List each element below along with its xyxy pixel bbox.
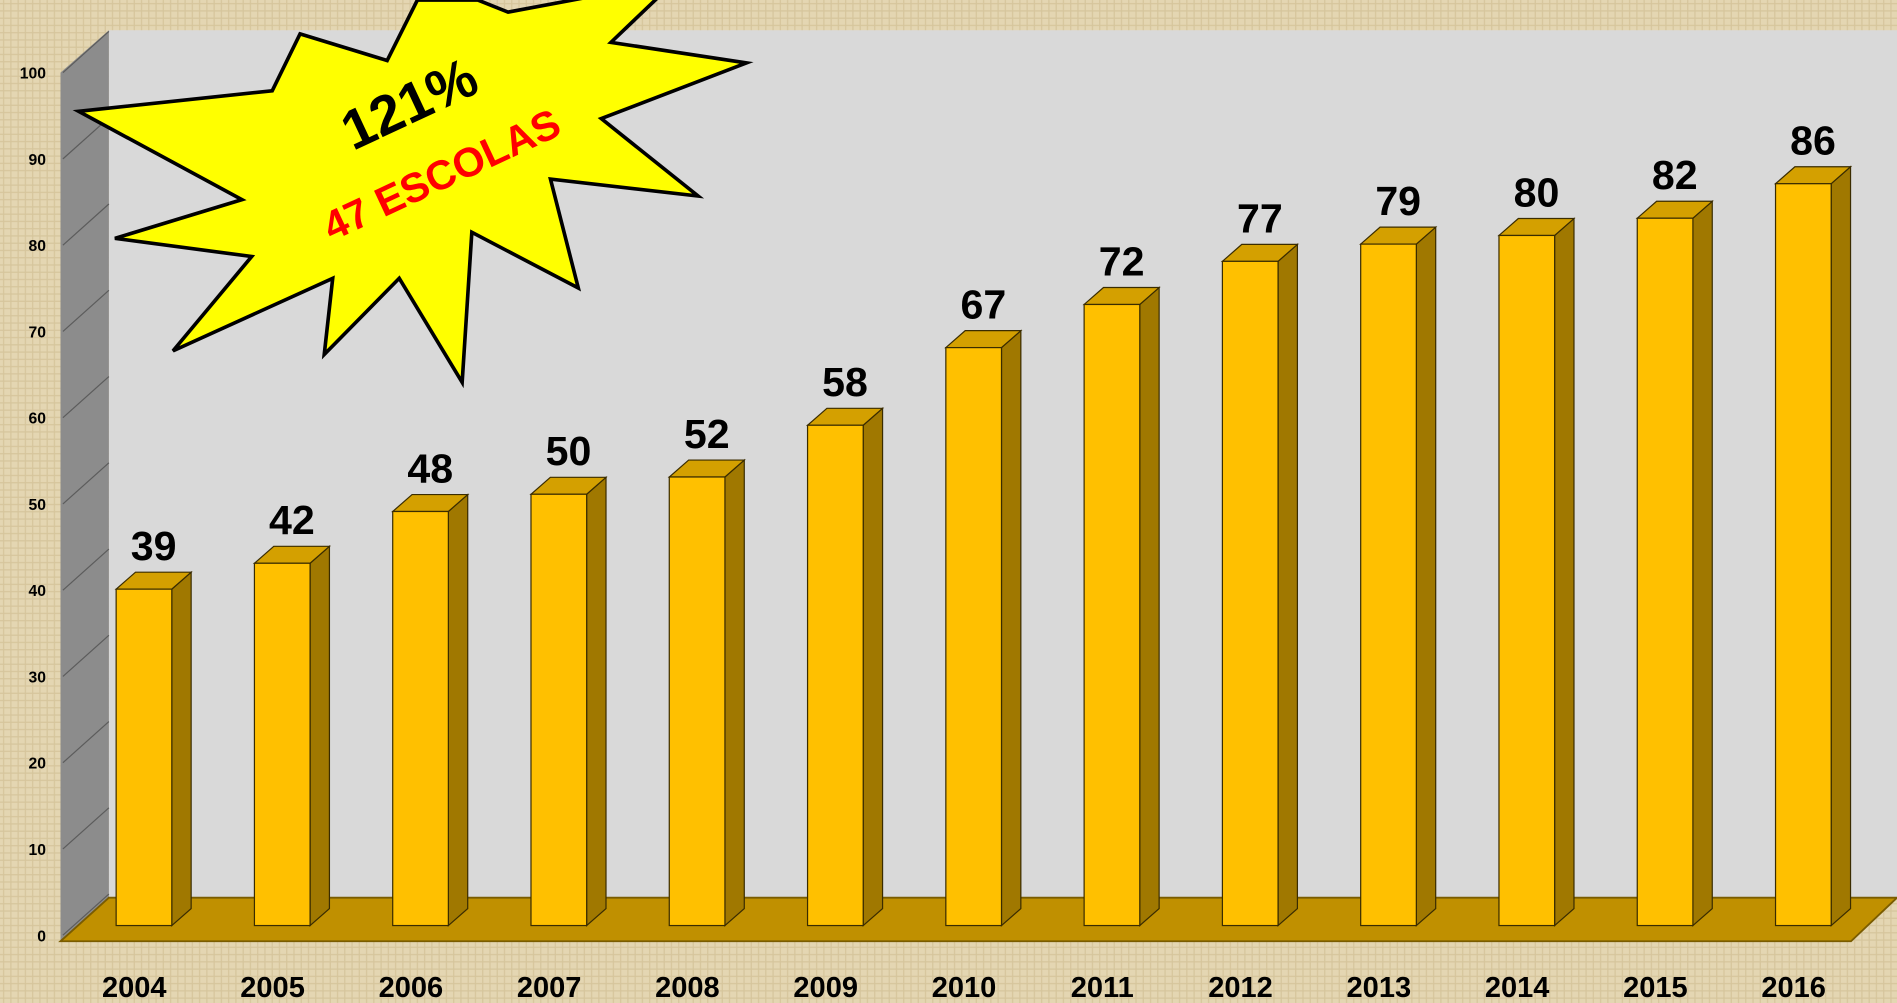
x-tick-label: 2016 [1761, 972, 1826, 1003]
bar [392, 510, 449, 927]
x-tick-label: 2008 [655, 972, 720, 1003]
x-tick-label: 2012 [1208, 972, 1273, 1003]
y-tick-label: 100 [20, 66, 46, 83]
grid-line [62, 721, 110, 764]
grid-line [62, 203, 110, 246]
value-label: 42 [269, 497, 315, 543]
bar-side [171, 570, 192, 927]
y-tick-label: 70 [28, 324, 46, 341]
value-label: 79 [1375, 178, 1421, 224]
x-tick-label: 2013 [1347, 972, 1412, 1003]
x-tick-label: 2007 [517, 972, 582, 1003]
bar [806, 424, 864, 927]
bar-side [1277, 243, 1299, 927]
y-tick-label: 40 [28, 583, 46, 600]
grid-line [62, 289, 110, 332]
bar [1774, 183, 1832, 927]
value-label: 86 [1790, 118, 1836, 164]
bar-side [724, 458, 745, 927]
y-tick-label: 0 [37, 928, 46, 945]
value-label: 48 [407, 445, 453, 491]
bar-side [1554, 217, 1575, 927]
bar [530, 493, 588, 927]
grid-line [62, 807, 110, 850]
y-tick-label: 50 [28, 497, 46, 514]
bar-side [1139, 286, 1160, 927]
x-tick-label: 2014 [1485, 972, 1550, 1003]
value-label: 67 [960, 282, 1006, 328]
grid-line [62, 634, 110, 677]
x-tick-label: 2006 [379, 972, 444, 1003]
side-wall [60, 30, 109, 942]
bar-side [447, 493, 469, 927]
grid-line [62, 548, 110, 591]
bar-side [862, 406, 884, 927]
y-tick-label: 80 [28, 238, 46, 255]
bar [253, 562, 311, 927]
bar [1221, 260, 1279, 927]
y-tick-label: 10 [28, 842, 46, 859]
value-label: 82 [1652, 152, 1698, 198]
starburst: 121% 47 ESCOLAS [72, 0, 754, 389]
bar [945, 346, 1003, 927]
y-tick-label: 60 [28, 411, 46, 428]
x-tick-label: 2004 [102, 972, 167, 1003]
y-tick-label: 30 [28, 669, 46, 686]
bar-side [586, 475, 607, 927]
value-label: 80 [1514, 169, 1560, 215]
x-tick-label: 2011 [1071, 972, 1134, 1003]
y-tick-label: 20 [28, 756, 46, 773]
bar [668, 476, 726, 927]
value-label: 77 [1237, 195, 1283, 241]
bar [115, 588, 173, 927]
value-label: 72 [1099, 238, 1145, 284]
bar [1083, 303, 1141, 927]
bar-side [309, 544, 331, 927]
value-label: 39 [131, 523, 177, 569]
value-label: 58 [822, 359, 868, 405]
bar-side [1830, 165, 1852, 927]
y-tick-label: 90 [28, 152, 46, 169]
bar [1498, 234, 1556, 927]
bar-side [1000, 329, 1022, 927]
grid-line [62, 462, 110, 505]
x-tick-label: 2009 [793, 972, 858, 1003]
bar [1636, 217, 1694, 927]
grid-line [62, 31, 110, 74]
x-tick-label: 2015 [1623, 972, 1688, 1003]
value-label: 52 [684, 411, 730, 457]
bar [1360, 243, 1417, 927]
bar-side [1415, 225, 1437, 927]
star-shape [72, 0, 754, 389]
grid-line [62, 893, 110, 936]
bar-side [1692, 199, 1713, 927]
grid-line [62, 376, 110, 419]
x-tick-label: 2005 [240, 972, 305, 1003]
value-label: 50 [546, 428, 592, 474]
x-tick-label: 2010 [932, 972, 997, 1003]
